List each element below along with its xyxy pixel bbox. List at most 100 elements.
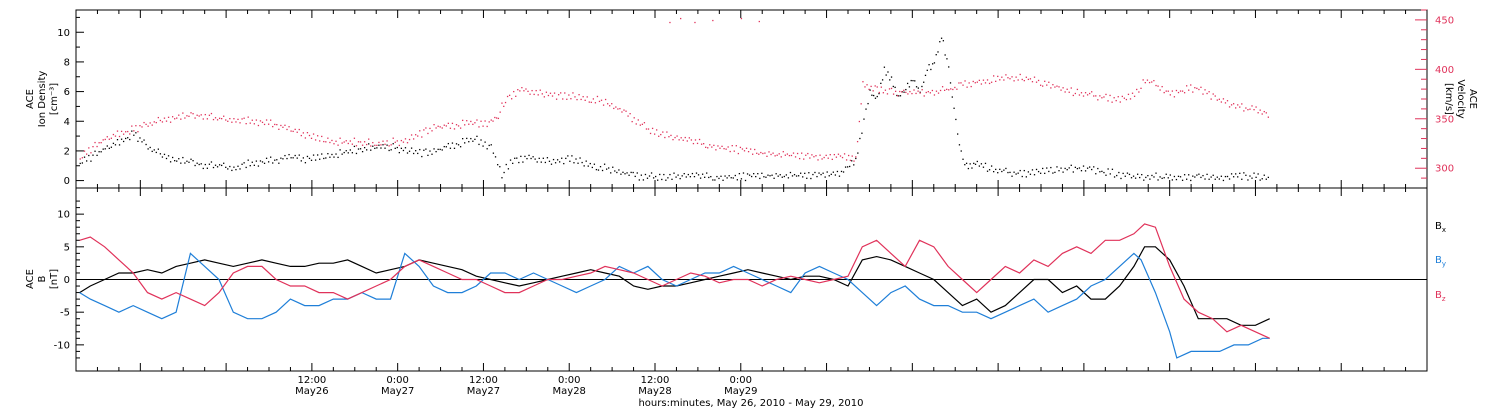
ion-density-series-point [846,166,849,168]
velocity-series-point [1138,91,1140,93]
velocity-series-point [1076,88,1079,91]
ion-density-series-point [386,144,388,146]
velocity-series-point [286,128,288,131]
ion-density-series-point [194,164,196,167]
velocity-series-point [909,90,911,93]
ion-density-series-point [410,147,413,149]
ion-density-series-point [1107,168,1109,170]
ion-density-series-point [257,165,260,167]
ion-density-series-point [593,163,596,165]
ion-density-series-point [1031,169,1034,171]
ion-density-series-point [455,143,458,145]
ion-density-series-point [933,62,936,64]
velocity-series-point [1243,110,1245,112]
velocity-series-point [915,92,917,95]
velocity-series-point [231,121,233,123]
velocity-series-point [1161,85,1163,88]
ion-density-series-point [1124,175,1126,177]
velocity-series-point [843,153,846,155]
ion-density-series-point [88,154,90,157]
velocity-series-point [999,79,1001,81]
ion-density-series-point [669,173,671,176]
ion-density-series-point [384,147,386,149]
velocity-series-point [768,151,770,153]
velocity-series-point [233,118,235,120]
ion-density-series-point [693,175,696,178]
velocity-series-point [167,116,170,118]
top-left-tick-label: 4 [64,117,70,128]
velocity-series-point [274,123,276,126]
velocity-series-point [1232,103,1235,105]
ion-density-series-point [722,179,724,181]
ion-density-series-point [1048,170,1050,173]
velocity-series-point [666,131,668,133]
velocity-series-point [243,117,245,119]
velocity-series-point [541,93,543,95]
ion-density-series-point [165,157,168,160]
ion-density-series-point [118,144,121,146]
ion-density-series-point [546,157,549,159]
velocity-series-point [801,152,803,154]
velocity-series-point [1086,94,1089,96]
velocity-series-point [972,80,974,83]
velocity-series-point [190,112,192,114]
velocity-series-point [707,147,709,149]
velocity-series-point [255,119,258,121]
velocity-series-point [302,132,304,134]
velocity-series-point [1133,95,1136,97]
velocity-series-point [251,119,253,121]
ion-density-series-point [842,171,845,173]
ion-density-series-point [396,146,398,149]
ion-density-series-point [499,166,501,168]
ion-density-series-point [777,175,779,177]
ion-density-series-point [470,137,472,140]
velocity-series-point [927,90,929,93]
ion-density-series-point [955,118,957,121]
velocity-series-point [517,89,519,91]
ion-density-series-point [542,157,544,159]
velocity-series-point [772,152,774,154]
velocity-series-point [239,122,241,124]
ion-density-series-point [697,174,700,176]
velocity-series-point [766,155,768,157]
ion-density-series-point [960,150,962,152]
velocity-series-point [778,153,780,155]
velocity-series-point [625,110,627,112]
velocity-series-point [686,140,688,142]
ion-density-series-point [671,178,673,180]
ion-density-series-point [1066,169,1068,171]
velocity-series-point [747,150,750,153]
velocity-series-point [1267,116,1269,118]
velocity-series-point [482,125,484,127]
velocity-series-point [1078,94,1081,96]
velocity-series-point [314,139,317,141]
velocity-series-point [1136,88,1138,91]
velocity-series-point [823,156,825,159]
ion-density-series-point [490,144,492,146]
velocity-series-point [923,95,925,97]
ion-density-series-point [898,95,900,97]
velocity-series-point [592,98,595,100]
ion-density-series-point [603,163,606,165]
velocity-series-point [952,88,954,91]
ion-density-series-point [425,148,427,150]
velocity-series-point [1039,84,1042,86]
velocity-series-point [604,98,607,101]
ion-density-series-point [951,96,953,98]
ion-density-series-point [980,163,983,165]
ion-density-series-point [942,40,945,42]
velocity-series-point [562,98,564,100]
velocity-series-point [819,154,821,156]
velocity-series-point [615,106,617,108]
ion-density-series-point [131,130,133,132]
ion-density-series-point [247,159,249,161]
ion-density-series-point [1122,172,1124,175]
velocity-series-outlier [669,21,671,24]
velocity-series-point [1167,90,1169,92]
ion-density-series-point [1186,178,1188,180]
velocity-series-point [1095,95,1097,97]
velocity-series-point [594,102,597,104]
ion-density-series-point [1230,173,1233,175]
velocity-series-point [841,156,844,159]
